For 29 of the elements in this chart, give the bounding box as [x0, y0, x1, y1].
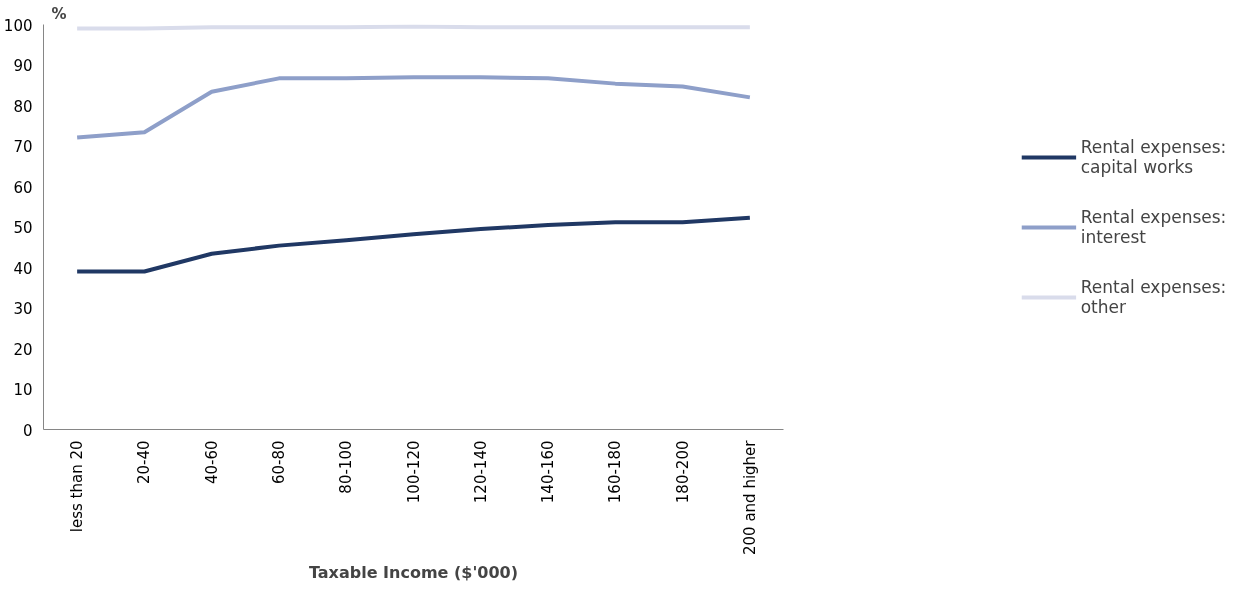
- x-tick-label: 200 and higher: [740, 439, 759, 555]
- y-tick-label: 40: [13, 259, 33, 278]
- legend-label: Rental expenses: capital works: [1080, 136, 1227, 177]
- y-tick-label: 90: [13, 57, 33, 75]
- x-tick-label: 40-60: [202, 440, 221, 485]
- x-tick-label: 60-80: [269, 440, 288, 485]
- y-tick-label: 10: [13, 381, 33, 399]
- x-tick-label: 120-140: [471, 440, 490, 504]
- y-tick-label: 50: [13, 219, 33, 237]
- x-tick-label: less than 20: [68, 440, 87, 533]
- y-tick-label: 70: [13, 138, 33, 156]
- x-tick-label: 180-200: [673, 440, 692, 504]
- x-axis-title: Taxable Income ($'000): [308, 562, 519, 582]
- line-series: [75, 75, 752, 140]
- x-tick-label: 140-160: [539, 440, 558, 504]
- y-tick-label: 20: [13, 340, 33, 359]
- x-tick-label: 160-180: [606, 440, 625, 504]
- y-tick-label: 100: [3, 16, 33, 35]
- x-tick-label: 20-40: [135, 440, 154, 485]
- line-series: [75, 215, 752, 274]
- y-tick-label: 80: [13, 97, 33, 116]
- y-axis-title: %: [51, 4, 67, 23]
- x-tick-label: 100-120: [404, 440, 423, 504]
- y-tick-label: 30: [13, 300, 33, 318]
- y-tick-label: 0: [22, 421, 33, 440]
- y-tick-label: 60: [13, 178, 33, 197]
- legend-label: Rental expenses: interest: [1080, 206, 1227, 247]
- x-tick-label: 80-100: [337, 440, 356, 494]
- legend-label: Rental expenses: other: [1080, 276, 1227, 317]
